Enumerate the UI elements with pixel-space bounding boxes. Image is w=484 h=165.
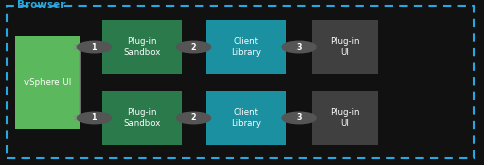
Text: Plug-in
Sandbox: Plug-in Sandbox — [123, 37, 160, 57]
FancyBboxPatch shape — [312, 91, 378, 145]
Circle shape — [77, 112, 111, 124]
Text: 3: 3 — [296, 43, 302, 51]
Circle shape — [177, 112, 211, 124]
FancyBboxPatch shape — [102, 91, 182, 145]
Text: 3: 3 — [296, 114, 302, 122]
FancyBboxPatch shape — [102, 20, 182, 74]
FancyBboxPatch shape — [206, 91, 286, 145]
FancyBboxPatch shape — [15, 36, 80, 129]
Text: Plug-in
UI: Plug-in UI — [330, 37, 360, 57]
Text: 2: 2 — [191, 43, 197, 51]
Circle shape — [177, 41, 211, 53]
Text: 1: 1 — [91, 43, 97, 51]
Text: vSphere UI: vSphere UI — [24, 78, 71, 87]
Circle shape — [282, 112, 316, 124]
Text: Browser: Browser — [17, 0, 65, 10]
Text: 1: 1 — [91, 114, 97, 122]
Text: Client
Library: Client Library — [231, 37, 260, 57]
FancyBboxPatch shape — [312, 20, 378, 74]
Text: Plug-in
UI: Plug-in UI — [330, 108, 360, 128]
Text: Client
Library: Client Library — [231, 108, 260, 128]
Text: Plug-in
Sandbox: Plug-in Sandbox — [123, 108, 160, 128]
FancyBboxPatch shape — [206, 20, 286, 74]
Circle shape — [77, 41, 111, 53]
Text: 2: 2 — [191, 114, 197, 122]
Circle shape — [282, 41, 316, 53]
